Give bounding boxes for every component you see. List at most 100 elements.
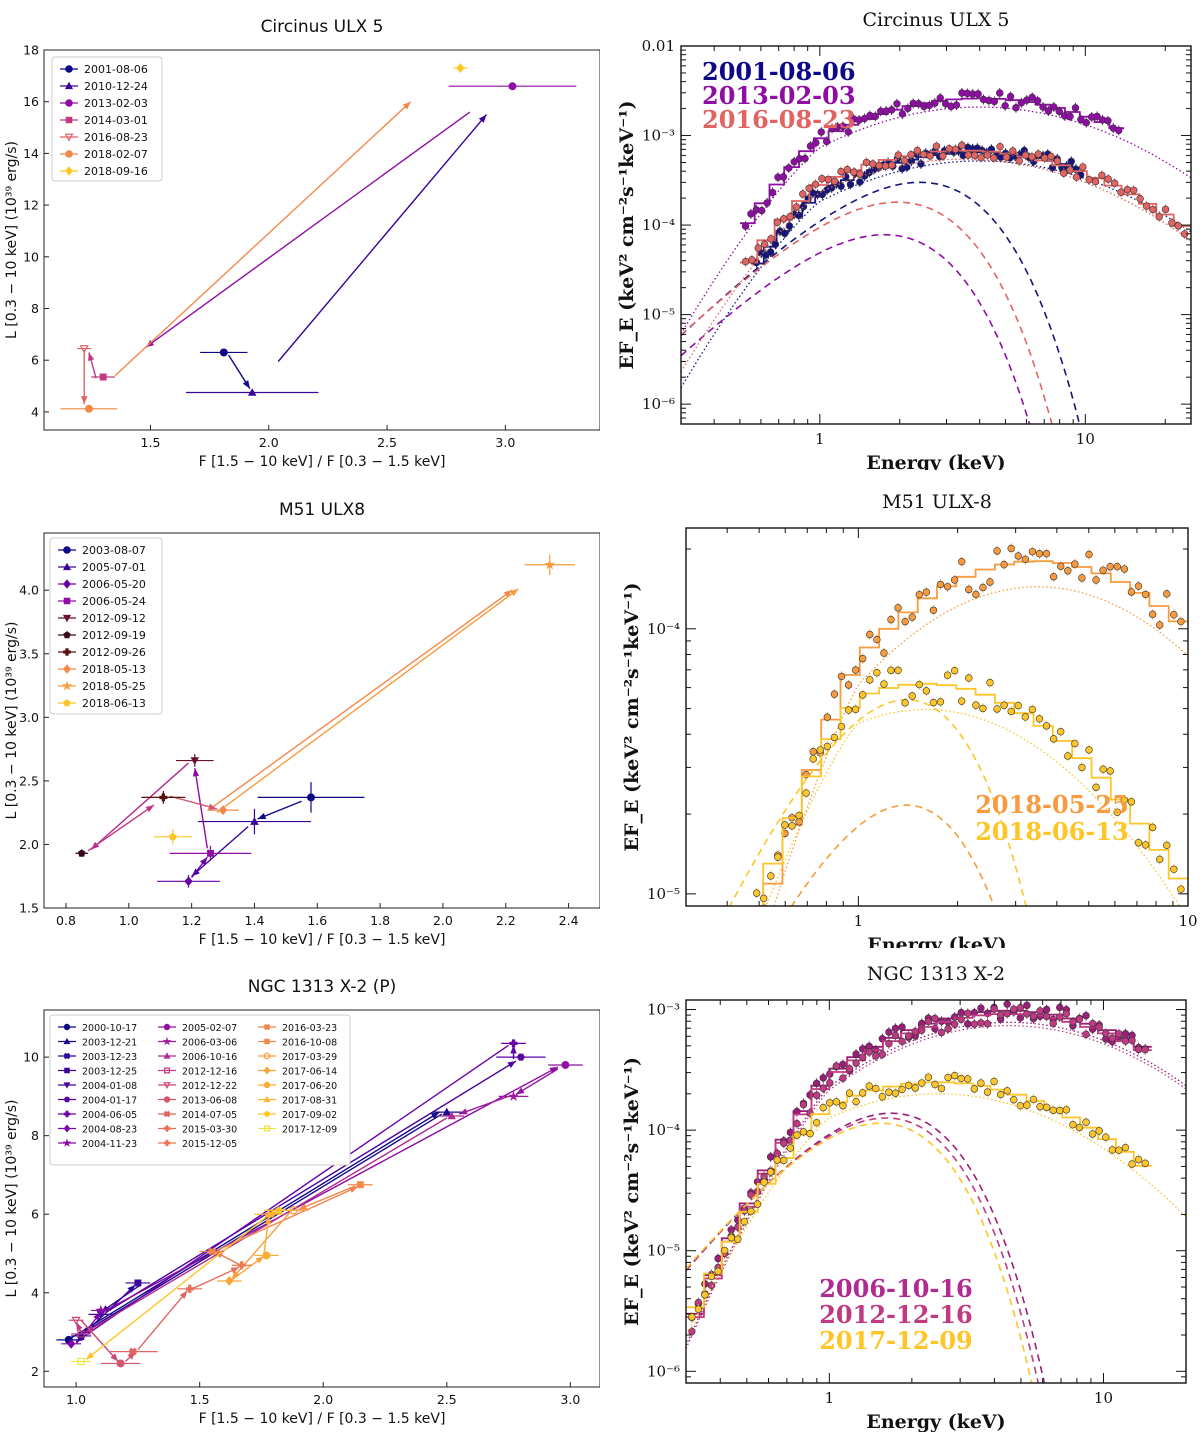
data-point: [442, 1107, 452, 1116]
arrow-head: [264, 1216, 272, 1225]
spectral-data-point: [915, 590, 923, 599]
spectral-data-point: [979, 583, 987, 592]
y-tick-label: 10⁻³: [647, 1001, 680, 1019]
evolution-arrow: [137, 1290, 188, 1351]
spectral-data-point: [851, 666, 860, 674]
spectral-data-point: [1082, 119, 1090, 127]
spectral-data-point: [865, 1048, 873, 1056]
legend-box: [49, 537, 163, 715]
spectral-data-point: [943, 671, 952, 679]
spectral-data-point: [1056, 1106, 1064, 1115]
legend-entry: 2017-08-31: [282, 1096, 337, 1107]
model-histogram: [739, 149, 1191, 264]
spectral-data-point: [1161, 205, 1170, 214]
data-point: [356, 1181, 364, 1189]
spectral-data-point: [818, 175, 826, 183]
spectral-data-point: [1028, 153, 1036, 161]
y-tick-label: 18: [23, 43, 39, 58]
spectral-data-point: [752, 889, 761, 897]
plot-frame: [685, 527, 1189, 907]
spectral-data-point: [1057, 562, 1065, 571]
spectral-data-point: [996, 1011, 1005, 1019]
legend-entry: 2018-05-13: [82, 663, 146, 676]
data-point: [561, 1060, 570, 1069]
spectral-data-point: [996, 1090, 1005, 1099]
model-component-dotted: [681, 158, 1191, 373]
spectral-data-point: [1085, 746, 1093, 754]
spectral-data-point: [952, 101, 961, 109]
y-tick-label: 10⁻⁵: [647, 1242, 680, 1260]
spectral-data-point: [898, 1085, 906, 1094]
spectral-data-point: [844, 128, 852, 136]
spectral-data-point: [918, 1026, 926, 1034]
spectral-data-point: [795, 811, 803, 820]
legend-entry: 2003-12-23: [82, 1052, 137, 1063]
spectral-data-point: [1007, 707, 1015, 716]
spectral-data-point: [945, 145, 953, 153]
spectral-data-point: [747, 1207, 755, 1216]
legend-entry: 2018-06-13: [82, 697, 146, 710]
spectral-data-point: [1115, 126, 1123, 135]
legend-entry: 2010-12-24: [84, 80, 148, 93]
spectral-data-point: [937, 1084, 946, 1093]
spectral-data-point: [823, 742, 832, 751]
ratio-plot-m51: M51 ULX8 0.8 1.0 1.2 1.4 1.6 1.8 2.0 2.2 2.4 1.5 2.…: [0, 478, 600, 948]
spectral-data-point: [1099, 566, 1107, 574]
spectral-data-point: [1001, 102, 1009, 110]
spectral-data-point: [1120, 796, 1129, 804]
spectral-data-point: [990, 1077, 998, 1086]
spectral-data-point: [913, 146, 922, 155]
spectral-data-point: [760, 894, 768, 903]
spectral-data-point: [1093, 112, 1101, 121]
spectral-data-point: [1023, 1001, 1031, 1010]
spectrum-layer: [681, 87, 1191, 424]
spectral-data-point: [1085, 176, 1093, 184]
spectral-data-point: [965, 674, 973, 682]
spectral-data-point: [862, 158, 871, 167]
legend-marker: [62, 1138, 72, 1147]
spectral-data-point: [837, 167, 845, 176]
spectral-data-point: [950, 576, 959, 584]
spectral-data-point: [806, 1129, 814, 1138]
y-tick-label: 10⁻⁴: [647, 620, 680, 638]
spectral-data-point: [1156, 855, 1164, 864]
data-point: [509, 1039, 518, 1048]
spectral-data-point: [1088, 1019, 1097, 1028]
spectral-data-point: [1106, 767, 1114, 775]
spectrum-plot-m51: M51 ULX-8 1 10 10⁻⁵ 10⁻⁴ Energy (keV) EF_E (ke…: [600, 478, 1200, 948]
spectral-data-point: [826, 1079, 834, 1087]
spectral-data-point: [852, 1050, 860, 1058]
legend-marker: [263, 1081, 271, 1089]
spectral-data-point: [911, 1084, 919, 1092]
spectral-data-point: [688, 1327, 696, 1336]
observation-date-label: 2013-02-03: [702, 81, 856, 110]
spectral-data-point: [688, 1313, 696, 1321]
plot-frame: [43, 1009, 600, 1388]
spectral-data-point: [887, 615, 895, 624]
spectral-data-point: [812, 1091, 821, 1099]
spectral-data-point: [830, 690, 839, 698]
arrow-head: [145, 805, 154, 813]
legend-marker: [65, 116, 73, 124]
arrow-head: [510, 1045, 517, 1054]
spectral-data-point: [894, 666, 902, 674]
spectral-data-point: [767, 908, 774, 915]
spectral-data-point: [806, 142, 815, 150]
spectral-data-point: [936, 580, 945, 589]
data-point: [508, 82, 517, 91]
legend-entry: 2005-02-07: [182, 1023, 237, 1034]
data-point: [274, 1206, 283, 1214]
spectral-data-point: [1016, 1014, 1025, 1022]
spectral-data-point: [878, 1050, 887, 1059]
y-tick-label: 10⁻⁴: [647, 1121, 680, 1139]
spectral-data-point: [694, 1305, 703, 1313]
legend-marker: [63, 1096, 71, 1103]
data-point: [219, 348, 228, 357]
model-component-dotted: [681, 106, 1191, 335]
spectral-data-point: [714, 1267, 722, 1275]
legend-marker: [263, 1110, 271, 1117]
spectral-data-point: [1127, 798, 1136, 806]
arrow-head: [76, 1322, 83, 1331]
spectral-data-point: [1115, 1146, 1123, 1154]
spectral-data-point: [753, 1200, 762, 1208]
